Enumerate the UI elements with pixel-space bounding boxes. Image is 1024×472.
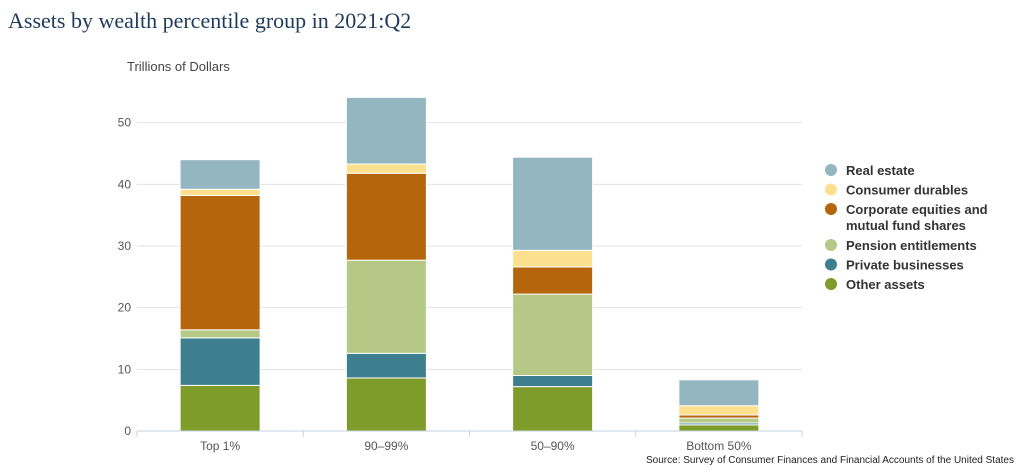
legend-swatch [825, 203, 837, 215]
legend-label: Pension entitlements [846, 238, 977, 253]
bar-segment [678, 379, 760, 407]
bar-segment [179, 194, 261, 331]
y-tick-label: 30 [118, 239, 132, 253]
bar-segment [179, 329, 261, 339]
chart-title: Assets by wealth percentile group in 202… [8, 8, 412, 33]
bar-segment [512, 386, 594, 432]
legend-item[interactable]: Real estate [825, 163, 915, 178]
bar-segment [345, 96, 427, 165]
bar-segment [345, 259, 427, 354]
bar-segment [179, 337, 261, 386]
y-tick-label: 20 [118, 301, 132, 315]
legend-label: Consumer durables [846, 183, 968, 198]
legend-swatch [825, 278, 837, 290]
y-tick-label: 40 [118, 177, 132, 191]
legend-label: mutual fund shares [846, 218, 966, 233]
bar-segment [512, 375, 594, 388]
bar-segment [345, 163, 427, 174]
legend-label: Corporate equities and [846, 202, 988, 217]
x-tick-label: Bottom 50% [686, 439, 752, 453]
bar-segment [179, 384, 261, 432]
bar-segment [678, 405, 760, 416]
bar-segment [678, 417, 760, 424]
source-note: Source: Survey of Consumer Finances and … [646, 455, 1014, 466]
y-tick-label: 0 [124, 424, 131, 438]
legend-item[interactable]: Other assets [825, 277, 925, 292]
bar-segment [345, 352, 427, 379]
y-axis-label: Trillions of Dollars [127, 59, 230, 74]
legend-label: Real estate [846, 163, 915, 178]
bar-segment [179, 159, 261, 190]
legend-label: Other assets [846, 277, 925, 292]
x-tick-label: Top 1% [200, 439, 240, 453]
y-tick-label: 50 [118, 116, 132, 130]
legend-swatch [825, 239, 837, 251]
legend-item[interactable]: Pension entitlements [825, 238, 977, 253]
legend-swatch [825, 164, 837, 176]
bar-segment [512, 266, 594, 295]
legend-item[interactable]: Private businesses [825, 258, 964, 273]
bar-segment [512, 249, 594, 268]
legend-swatch [825, 183, 837, 196]
y-tick-label: 10 [118, 362, 132, 376]
bars [179, 96, 760, 432]
y-axis-ticks: 0 10 20 30 40 50 [118, 116, 132, 438]
x-tick-label: 50–90% [531, 439, 575, 453]
bar-segment [678, 424, 760, 432]
legend-swatch [825, 258, 837, 271]
bar-segment [345, 377, 427, 432]
x-axis: Top 1% 90–99% 50–90% Bottom 50% [136, 430, 803, 453]
legend: Real estate Consumer durables Corporate eq… [825, 163, 988, 292]
bar-segment [512, 293, 594, 377]
bar-segment [179, 188, 261, 196]
x-tick-label: 90–99% [364, 439, 408, 453]
legend-label: Private businesses [846, 258, 964, 273]
legend-item[interactable]: Consumer durables [825, 183, 968, 198]
bar-segment [345, 172, 427, 261]
bar-segment [512, 156, 594, 251]
